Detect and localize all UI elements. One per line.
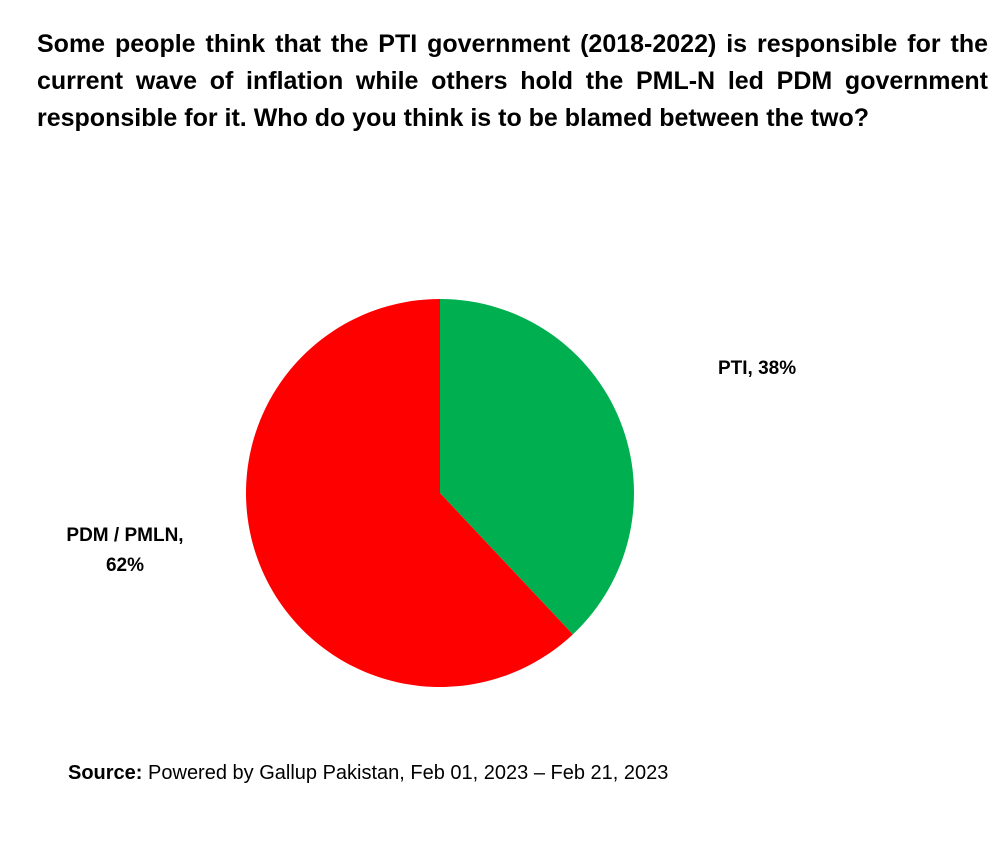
pie-slice (245, 299, 573, 687)
source-text: Powered by Gallup Pakistan, Feb 01, 2023… (148, 762, 669, 784)
data-label: PDM / PMLN, 62% (66, 525, 184, 576)
chart-title: Some people think that the PTI governmen… (37, 30, 988, 132)
source: Source: Powered by Gallup Pakistan, Feb … (68, 762, 668, 785)
pie-slice (440, 299, 634, 635)
data-label: PTI, 38% (718, 358, 797, 379)
source-label: Source: (68, 762, 143, 784)
